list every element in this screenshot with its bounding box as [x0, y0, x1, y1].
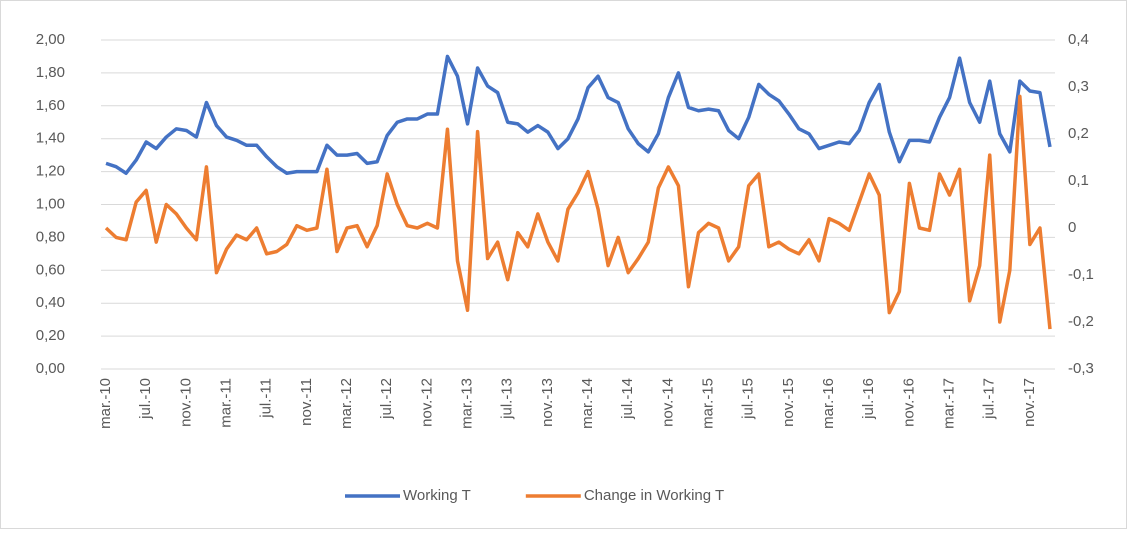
x-tick-label: nov.-12: [418, 378, 435, 427]
x-tick-label: mar.-15: [700, 378, 717, 429]
line-series: [104, 94, 1052, 330]
x-tick-label: nov.-11: [298, 378, 315, 426]
x-tick-label: mar.-11: [217, 378, 234, 428]
x-tick-label: jul.-17: [981, 378, 998, 420]
x-tick-label: nov.-13: [539, 378, 556, 427]
x-tick-label: jul.-12: [378, 378, 395, 420]
y2-tick-label: -0,3: [1068, 360, 1094, 377]
y2-tick-label: 0,2: [1068, 125, 1089, 142]
legend-label: Change in Working T: [584, 487, 724, 504]
x-tick-label: mar.-10: [97, 378, 114, 429]
y-tick-label: 1,20: [36, 163, 65, 180]
legend-label: Working T: [403, 487, 471, 504]
y-tick-label: 1,60: [36, 97, 65, 114]
y-tick-label: 1,40: [36, 130, 65, 147]
x-tick-label: mar.-16: [820, 378, 837, 429]
x-tick-label: jul.-13: [499, 378, 516, 420]
y-tick-label: 0,60: [36, 261, 65, 278]
y-tick-label: 1,80: [36, 64, 65, 81]
x-tick-label: mar.-12: [338, 378, 355, 429]
x-tick-label: jul.-11: [258, 378, 275, 419]
y2-tick-label: 0,3: [1068, 78, 1089, 95]
y2-tick-label: -0,1: [1068, 266, 1094, 283]
x-tick-label: jul.-16: [860, 378, 877, 420]
y2-tick-label: 0,4: [1068, 31, 1089, 48]
y-tick-label: 0,00: [36, 360, 65, 377]
line-series: [105, 54, 1052, 175]
y2-tick-label: 0,1: [1068, 172, 1089, 189]
x-tick-label: mar.-14: [579, 378, 596, 429]
x-tick-label: nov.-15: [780, 378, 797, 427]
x-tick-label: nov.-16: [900, 378, 917, 427]
y2-tick-label: -0,2: [1068, 313, 1094, 330]
y-tick-label: 0,40: [36, 294, 65, 311]
y-tick-label: 1,00: [36, 195, 65, 212]
x-tick-label: nov.-10: [177, 378, 194, 427]
x-tick-label: jul.-15: [740, 378, 757, 420]
x-tick-label: mar.-17: [941, 378, 958, 429]
x-tick-label: nov.-14: [659, 378, 676, 427]
y-tick-label: 0,80: [36, 228, 65, 245]
x-tick-label: jul.-14: [619, 378, 636, 420]
y2-tick-label: 0: [1068, 219, 1076, 236]
y-tick-label: 0,20: [36, 327, 65, 344]
y-tick-label: 2,00: [36, 31, 65, 48]
x-tick-label: nov.-17: [1021, 378, 1038, 427]
x-tick-label: jul.-10: [137, 378, 154, 420]
x-tick-label: mar.-13: [459, 378, 476, 429]
